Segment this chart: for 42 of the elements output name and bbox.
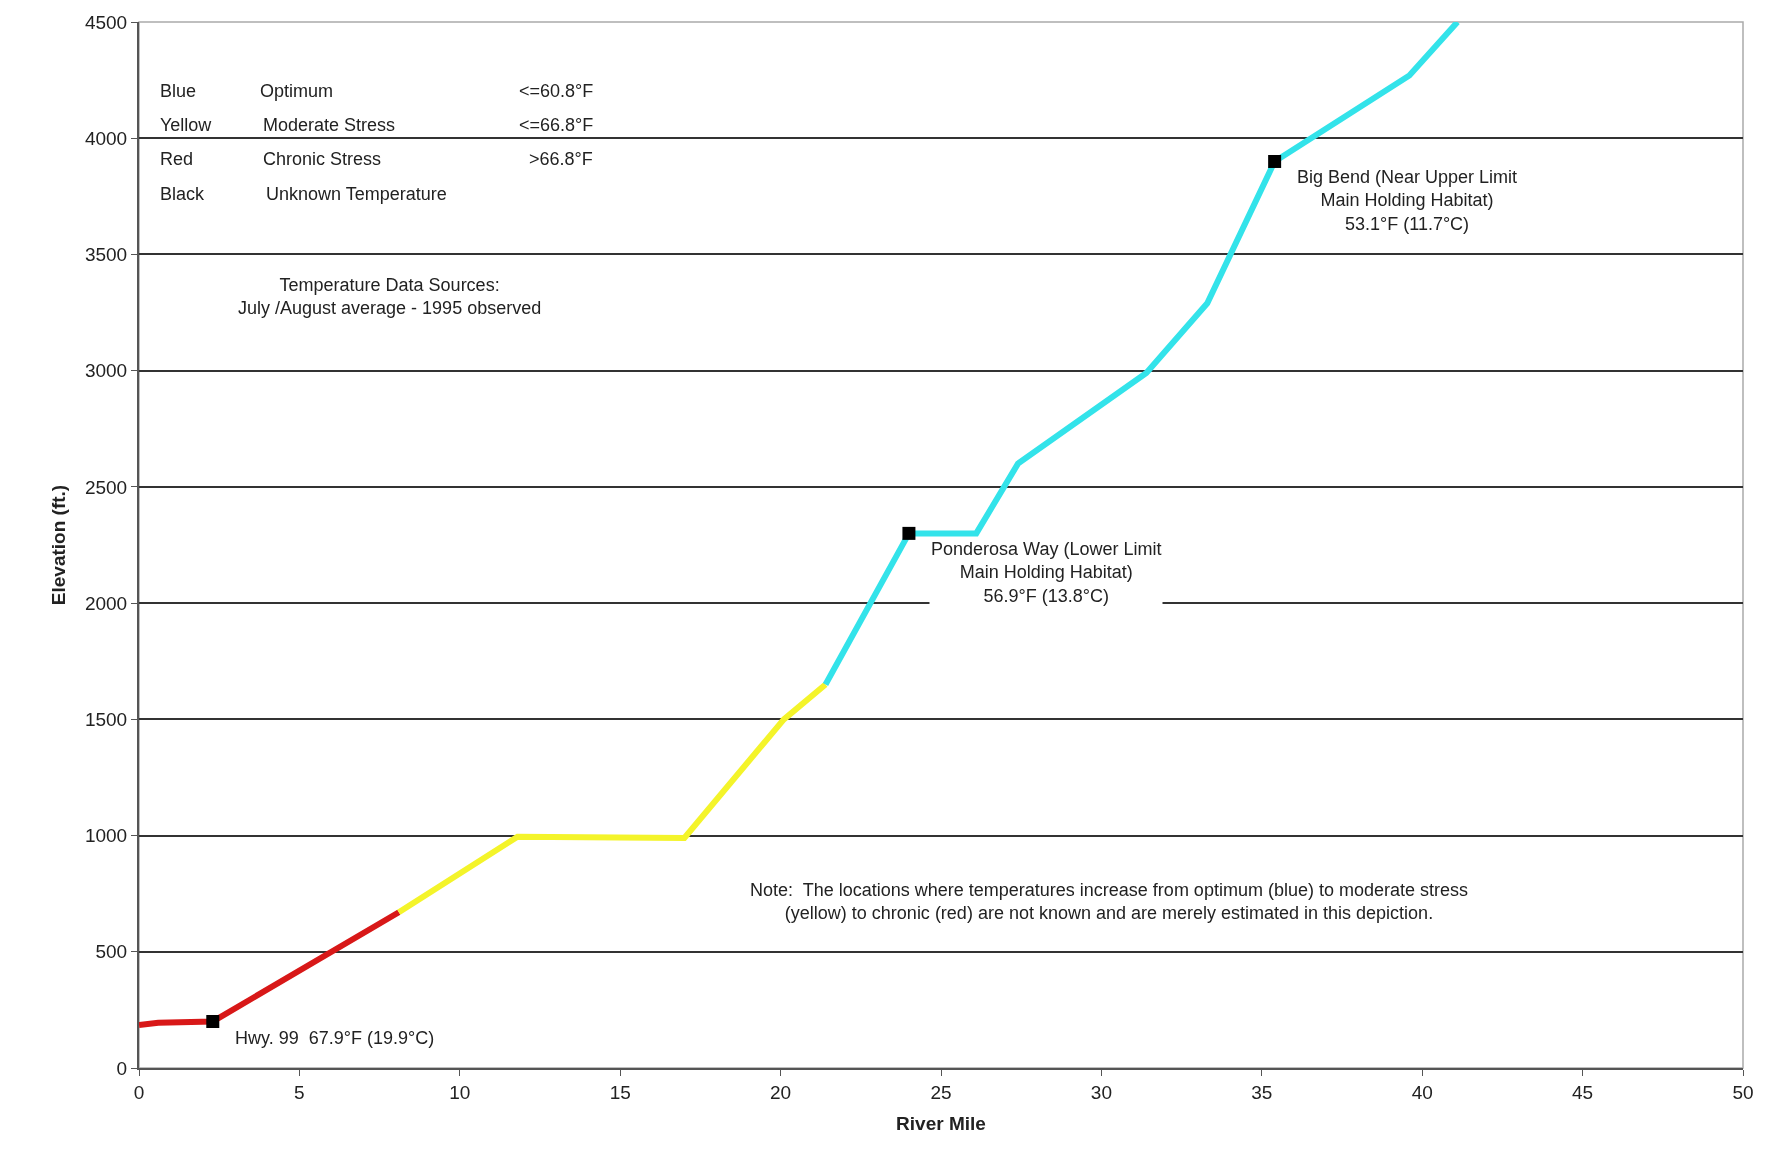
annotation: Optimum [260, 81, 334, 101]
y-axis-title: Elevation (ft.) [48, 484, 70, 606]
annotation: Big Bend (Near Upper Limit Main Holding Habitat) 53.1°F (11.7°C) [1297, 167, 1518, 234]
annotation: Red [160, 149, 194, 169]
annotation: Black [160, 184, 206, 204]
y-tick-label: 1000 [84, 825, 128, 847]
annotation: Unknown Temperature [266, 184, 447, 204]
point [1268, 154, 1282, 168]
x-tick-label: 10 [449, 1081, 471, 1103]
x-tick-label: 20 [770, 1081, 792, 1103]
annotation: Ponderosa Way (Lower Limit Main Holding Habitat) 56.9°F (13.8°C) [931, 539, 1162, 606]
x-tick-label: 25 [930, 1081, 952, 1103]
x-tick-label: 40 [1411, 1081, 1433, 1103]
x-tick-label: 0 [133, 1081, 145, 1103]
annotation: Note: The locations where temperatures increase from optimum (blue) to moderate stress (yellow) to chronic (red) are not known and are merely estimated in this depiction. [750, 880, 1468, 924]
x-axis-title: River Mile [896, 1113, 986, 1135]
annotation: Chronic Stress [263, 149, 382, 169]
x-tick-label: 15 [609, 1081, 631, 1103]
annotation: <=66.8°F [519, 115, 594, 135]
y-tick-label: 3500 [84, 244, 128, 266]
y-tick-label: 4500 [84, 11, 128, 33]
y-tick-label: 0 [116, 1057, 128, 1079]
annotation: >66.8°F [529, 149, 593, 169]
point [902, 526, 916, 540]
annotation: Hwy. 99 67.9°F (19.9°C) [235, 1028, 435, 1048]
y-tick-label: 3000 [84, 360, 128, 382]
point [206, 1015, 220, 1029]
x-tick-label: 5 [294, 1081, 305, 1103]
x-tick-label: 50 [1732, 1081, 1754, 1103]
y-tick-label: 500 [95, 941, 128, 963]
y-tick-label: 4000 [84, 127, 128, 149]
x-tick-label: 35 [1251, 1081, 1273, 1103]
annotation: Temperature Data Sources: July /August average - 1995 observed [238, 275, 542, 319]
annotation: <=60.8°F [519, 81, 594, 101]
x-tick-label: 45 [1572, 1081, 1594, 1103]
y-tick-label: 2000 [84, 592, 128, 614]
y-tick-label: 2500 [84, 476, 128, 498]
annotation: Moderate Stress [263, 115, 396, 135]
annotation: Yellow [160, 115, 213, 135]
annotation: Blue [160, 81, 197, 101]
y-tick-label: 1500 [84, 708, 128, 730]
x-tick-label: 30 [1090, 1081, 1112, 1103]
